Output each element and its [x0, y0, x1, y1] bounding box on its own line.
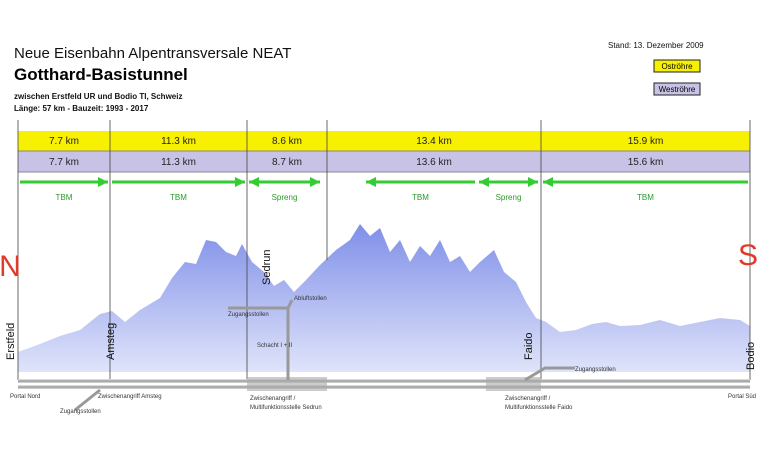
title: Neue Eisenbahn Alpentransversale NEAT [14, 45, 291, 62]
north: N [0, 250, 21, 283]
east-length: 15.9 km [628, 136, 664, 147]
place: Erstfeld [5, 323, 17, 360]
arrow-head [528, 177, 538, 187]
legend-east-swatch [653, 59, 701, 73]
legend-west-swatch [653, 82, 701, 96]
annotation: Portal Nord [10, 394, 40, 400]
station-faido [486, 377, 541, 391]
arrow-head [366, 177, 376, 187]
arrow-head [479, 177, 489, 187]
method: TBM [56, 193, 73, 202]
arrow-head [310, 177, 320, 187]
east-tube-row [18, 131, 750, 151]
west-tube-row [18, 151, 750, 172]
annotation: Abluftstollen [294, 296, 327, 302]
east-length: 13.4 km [416, 136, 452, 147]
west-length: 15.6 km [628, 157, 664, 168]
arrow-head [543, 177, 553, 187]
west-length: 7.7 km [49, 157, 79, 168]
route: zwischen Erstfeld UR und Bodio TI, Schwe… [14, 92, 182, 101]
method: Spreng [272, 193, 298, 202]
station-sedrun [247, 377, 327, 391]
method: TBM [412, 193, 429, 202]
annotation: Zugangsstollen [575, 367, 616, 373]
east-length: 11.3 km [161, 136, 196, 147]
tunnel-west [18, 385, 750, 389]
east-length: 8.6 km [272, 136, 302, 147]
place: Sedrun [261, 250, 273, 285]
annotation: Multifunktionsstelle Faido [505, 405, 573, 411]
method: TBM [170, 193, 187, 202]
arrow-head [98, 177, 108, 187]
annotation: Zwischenangriff / [250, 396, 296, 402]
date: Stand: 13. Dezember 2009 [608, 41, 704, 50]
east-length: 7.7 km [49, 136, 79, 147]
legend-west: Weströhre [659, 85, 696, 94]
annotation: Zugangsstollen [60, 409, 101, 415]
arrow-head [235, 177, 245, 187]
south: S [738, 239, 758, 272]
arrow-head [249, 177, 259, 187]
tunnel-east [18, 379, 750, 383]
west-length: 11.3 km [161, 157, 196, 168]
subtitle: Gotthard-Basistunnel [14, 65, 188, 84]
annotation: Zwischenangriff / [505, 396, 551, 402]
annotation: Schacht I + II [257, 343, 293, 349]
method: Spreng [496, 193, 522, 202]
annotation: Multifunktionsstelle Sedrun [250, 405, 322, 411]
method: TBM [637, 193, 654, 202]
facts: Länge: 57 km - Bauzeit: 1993 - 2017 [14, 104, 149, 113]
place: Bodio [745, 342, 757, 370]
place: Faido [523, 332, 535, 360]
west-length: 13.6 km [416, 157, 452, 168]
annotation: Zugangsstollen [228, 312, 269, 318]
annotation: Portal Süd [728, 394, 756, 400]
legend-east: Oströhre [661, 62, 693, 71]
annotation: Zwischenangriff Amsteg [98, 394, 162, 400]
mountain-profile [18, 224, 750, 372]
west-length: 8.7 km [272, 157, 302, 168]
place: Amsteg [105, 323, 117, 360]
